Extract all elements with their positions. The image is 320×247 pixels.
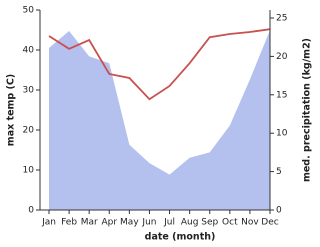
x-tick-label: Sep bbox=[201, 218, 218, 228]
x-tick-label: Apr bbox=[101, 218, 117, 228]
x-tick-label: Aug bbox=[181, 218, 199, 228]
y-tick-label: 40 bbox=[23, 46, 35, 56]
x-tick-label: Feb bbox=[61, 218, 77, 228]
y2-tick-label: 25 bbox=[276, 14, 287, 24]
y2-axis-label: med. precipitation (kg/m2) bbox=[302, 38, 313, 182]
y-tick-label: 0 bbox=[28, 206, 34, 216]
x-tick-label: Jan bbox=[41, 218, 56, 228]
y-axis-label: max temp (C) bbox=[6, 74, 17, 146]
x-axis-label: date (month) bbox=[145, 232, 216, 243]
y2-tick-label: 10 bbox=[276, 129, 288, 139]
y-tick-label: 50 bbox=[23, 6, 35, 16]
x-tick-label: Jul bbox=[163, 218, 175, 228]
precip-area bbox=[49, 30, 270, 211]
y2-tick-label: 5 bbox=[276, 167, 282, 177]
x-tick-label: Mar bbox=[81, 218, 98, 228]
x-tick-label: Oct bbox=[222, 218, 238, 228]
y2-tick-label: 0 bbox=[276, 206, 282, 216]
x-tick-label: May bbox=[120, 218, 139, 228]
x-tick-label: Jun bbox=[141, 218, 156, 228]
y2-tick-label: 20 bbox=[276, 52, 288, 62]
x-tick-label: Dec bbox=[261, 218, 278, 228]
x-tick-label: Nov bbox=[241, 218, 259, 228]
y2-tick-label: 15 bbox=[276, 90, 287, 100]
y-tick-label: 10 bbox=[23, 166, 35, 176]
temp-line bbox=[48, 28, 271, 101]
y-tick-label: 30 bbox=[23, 86, 35, 96]
y-tick-label: 20 bbox=[23, 126, 35, 136]
